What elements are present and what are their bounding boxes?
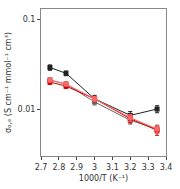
svg-text:2.9: 2.9: [70, 163, 83, 172]
svg-text:2.7: 2.7: [35, 163, 48, 172]
svg-text:2.8: 2.8: [52, 163, 65, 172]
svg-text:1000/T (K⁻¹): 1000/T (K⁻¹): [79, 174, 128, 183]
svg-text:3: 3: [92, 163, 97, 172]
svg-text:0.1: 0.1: [23, 15, 36, 24]
svg-text:σₒ,ₑ (S cm⁻¹ mmol⁻¹ cm³): σₒ,ₑ (S cm⁻¹ mmol⁻¹ cm³): [4, 32, 13, 133]
svg-text:3.2: 3.2: [124, 163, 137, 172]
svg-text:3.3: 3.3: [142, 163, 155, 172]
svg-text:3.4: 3.4: [160, 163, 173, 172]
svg-text:0.01: 0.01: [18, 105, 36, 114]
svg-text:3.1: 3.1: [106, 163, 119, 172]
